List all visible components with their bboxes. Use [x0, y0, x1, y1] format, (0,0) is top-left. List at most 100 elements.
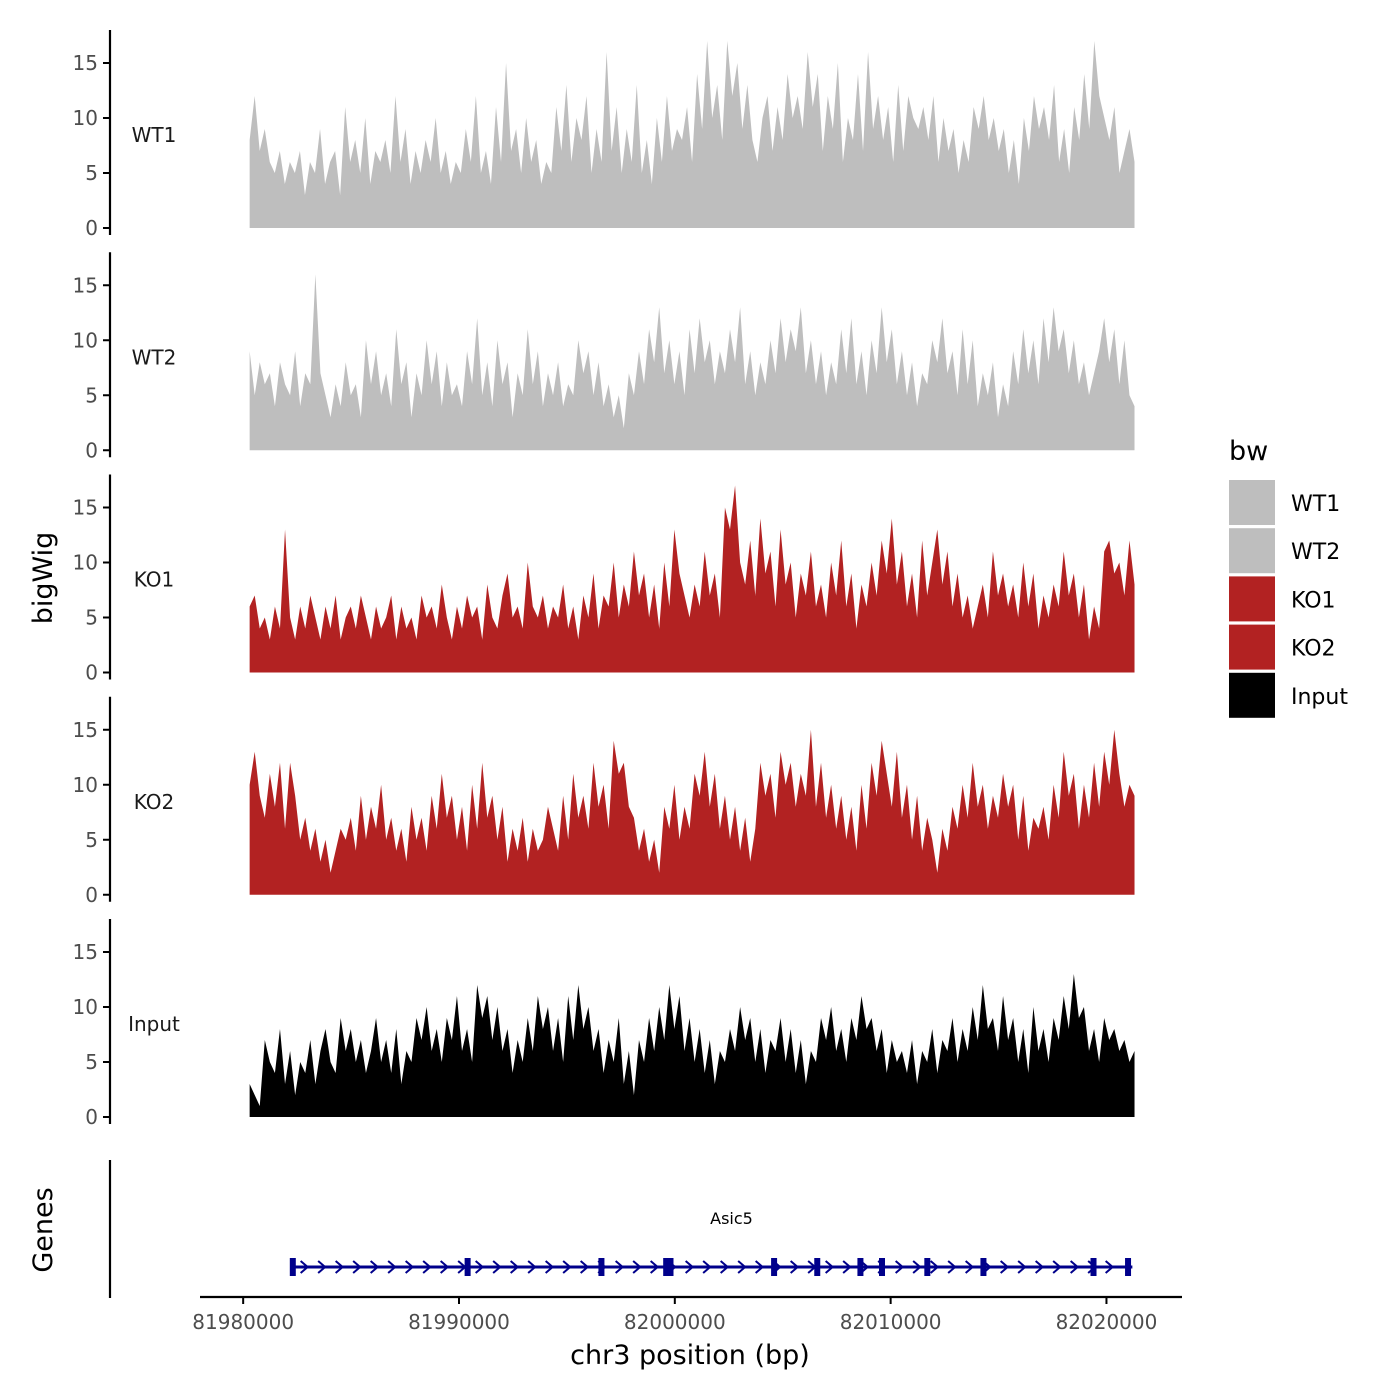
strand-arrow	[614, 1260, 625, 1274]
signal-tracks: 0 5 10 15 WT1 0 5 10 15 WT2 0 5 10 15 KO1 0 5 10 15 KO2 0 5 10…	[73, 30, 1135, 1129]
x-tick-label: 81980000	[192, 1310, 294, 1334]
strand-arrow	[929, 1260, 940, 1274]
x-tick-label: 82020000	[1056, 1310, 1158, 1334]
exon-mark	[1090, 1258, 1097, 1276]
y-tick-label: 0	[85, 216, 98, 240]
y-tick-label: 5	[85, 606, 98, 630]
strand-arrow	[754, 1260, 765, 1274]
legend-label: Input	[1291, 685, 1348, 710]
y-axis-title: bigWig	[28, 532, 59, 625]
y-tick-label: 5	[85, 383, 98, 407]
exon-mark	[879, 1258, 886, 1276]
track-label: KO1	[134, 568, 175, 592]
coverage-area-wt2	[249, 274, 1135, 451]
strand-arrow	[789, 1260, 800, 1274]
strand-arrow	[299, 1260, 310, 1274]
strand-arrow	[702, 1260, 712, 1274]
legend-swatch	[1229, 576, 1275, 622]
y-axis-title-group: bigWig	[28, 532, 59, 625]
x-axis-title: chr3 position (bp)	[570, 1340, 810, 1371]
strand-arrow	[439, 1260, 450, 1274]
strand-arrow	[964, 1260, 975, 1274]
legend-label: WT2	[1291, 540, 1340, 565]
track-label: Input	[128, 1012, 180, 1036]
strand-arrow	[404, 1260, 415, 1274]
y-tick-label: 0	[85, 1105, 98, 1129]
strand-arrow	[649, 1260, 660, 1274]
track-wt2: 0 5 10 15 WT2	[73, 252, 1135, 462]
strand-arrow	[1017, 1260, 1027, 1274]
y-tick-label: 0	[85, 883, 98, 907]
strand-arrow	[912, 1260, 922, 1274]
legend-swatch	[1229, 672, 1275, 718]
exon-mark	[289, 1258, 296, 1276]
y-tick-label: 15	[73, 940, 98, 964]
exon-mark	[663, 1258, 670, 1276]
strand-arrow	[1104, 1260, 1115, 1274]
exon-mark	[980, 1258, 987, 1276]
x-tick-label: 81990000	[408, 1310, 510, 1334]
strand-arrow	[1034, 1260, 1045, 1274]
strand-arrow	[369, 1260, 380, 1274]
gene-track-title: Genes	[28, 1187, 59, 1272]
y-tick-label: 15	[73, 496, 98, 520]
strand-arrow	[544, 1260, 555, 1274]
track-ko2: 0 5 10 15 KO2	[73, 696, 1135, 907]
y-tick-label: 5	[85, 1050, 98, 1074]
strand-arrow	[842, 1260, 852, 1274]
coverage-area-input	[249, 974, 1135, 1117]
legend-label: WT1	[1291, 492, 1340, 517]
strand-arrow	[579, 1260, 590, 1274]
coverage-area-ko1	[249, 485, 1135, 673]
track-input: 0 5 10 15 Input	[73, 919, 1135, 1129]
strand-arrow	[422, 1260, 432, 1274]
legend-title: bw	[1229, 436, 1268, 467]
exon-mark	[667, 1258, 674, 1276]
strand-arrow	[737, 1260, 747, 1274]
legend-label: KO2	[1291, 637, 1336, 662]
strand-arrow	[334, 1260, 345, 1274]
exon-mark	[814, 1258, 821, 1276]
strand-arrow	[492, 1260, 502, 1274]
strand-arrow	[894, 1260, 905, 1274]
strand-arrow	[387, 1260, 397, 1274]
exon-mark	[924, 1258, 931, 1276]
legend-swatch	[1229, 528, 1275, 574]
y-tick-label: 5	[85, 828, 98, 852]
strand-arrow	[719, 1260, 730, 1274]
y-tick-label: 10	[73, 106, 98, 130]
exon-mark	[598, 1258, 605, 1276]
strand-arrow	[632, 1260, 642, 1274]
strand-arrow	[317, 1260, 327, 1274]
track-label: WT2	[132, 345, 177, 369]
y-tick-label: 10	[73, 995, 98, 1019]
legend: bw WT1 WT2 KO1 KO2 Input	[1229, 436, 1348, 718]
strand-arrow	[1052, 1260, 1062, 1274]
y-tick-label: 15	[73, 51, 98, 75]
strand-arrow	[1069, 1260, 1080, 1274]
legend-swatch	[1229, 480, 1275, 525]
strand-arrow	[999, 1260, 1010, 1274]
x-tick-label: 82000000	[624, 1310, 726, 1334]
strand-arrow	[352, 1260, 362, 1274]
strand-arrow	[527, 1260, 537, 1274]
y-tick-label: 0	[85, 661, 98, 685]
x-tick-label: 82010000	[840, 1310, 942, 1334]
y-tick-label: 15	[73, 718, 98, 742]
strand-arrow	[684, 1260, 695, 1274]
y-tick-label: 10	[73, 551, 98, 575]
coverage-area-ko2	[249, 729, 1135, 895]
gene-track: Genes Asic5	[28, 1160, 1133, 1298]
y-tick-label: 15	[73, 273, 98, 297]
strand-arrow	[509, 1260, 520, 1274]
track-label: KO2	[134, 790, 175, 814]
strand-arrow	[562, 1260, 572, 1274]
strand-arrow	[947, 1260, 957, 1274]
exon-mark	[464, 1258, 471, 1276]
strand-arrow	[824, 1260, 835, 1274]
exon-mark	[1125, 1258, 1132, 1276]
track-ko1: 0 5 10 15 KO1	[73, 474, 1135, 685]
y-tick-label: 10	[73, 773, 98, 797]
gene-name-label: Asic5	[710, 1209, 753, 1228]
